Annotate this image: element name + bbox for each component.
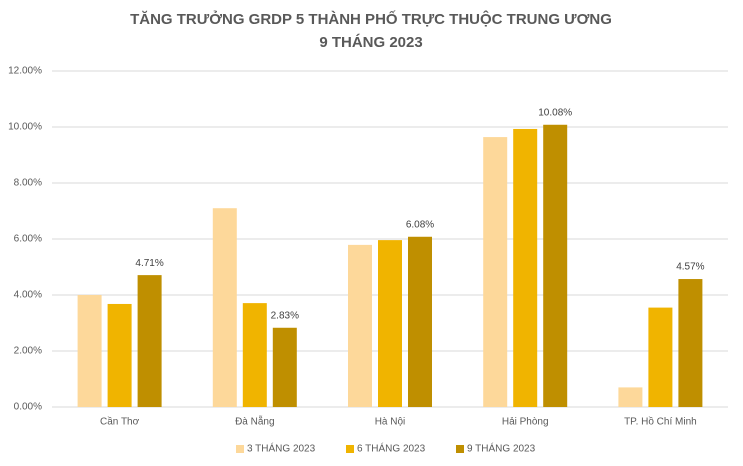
bar (107, 303, 132, 407)
data-label: 4.71% (135, 258, 163, 269)
bar (378, 240, 402, 407)
legend-label: 6 THÁNG 2023 (357, 442, 426, 455)
bar (543, 124, 568, 407)
data-label: 2.83% (271, 310, 299, 321)
chart-title: 9 THÁNG 2023 (319, 34, 422, 51)
y-tick-label: 0.00% (14, 402, 42, 413)
chart-title: TĂNG TRƯỞNG GRDP 5 THÀNH PHỐ TRỰC THUỘC … (130, 10, 612, 28)
legend-label: 9 THÁNG 2023 (467, 442, 536, 455)
data-label: 6.08% (406, 219, 434, 230)
bar (348, 244, 372, 407)
bar (618, 387, 643, 407)
bar (242, 303, 267, 407)
y-tick-label: 2.00% (14, 346, 42, 357)
y-tick-label: 6.00% (14, 234, 42, 245)
y-tick-label: 8.00% (14, 178, 42, 189)
data-label: 10.08% (538, 107, 572, 118)
bar (513, 128, 538, 407)
legend-label: 3 THÁNG 2023 (247, 442, 316, 455)
legend-swatch (236, 445, 244, 453)
y-tick-label: 12.00% (8, 66, 42, 77)
bar (272, 327, 297, 407)
y-tick-label: 10.00% (8, 122, 42, 133)
bar (77, 295, 102, 407)
bar (137, 275, 162, 407)
x-tick-label: Đà Nẵng (235, 415, 274, 428)
data-label: 4.57% (676, 262, 704, 273)
x-tick-label: Hà Nội (375, 417, 406, 428)
bar (648, 307, 673, 407)
bar (212, 208, 237, 407)
bar (408, 236, 432, 407)
x-tick-label: TP. Hồ Chí Minh (624, 416, 697, 428)
x-tick-label: Cần Thơ (100, 416, 140, 428)
x-tick-label: Hải Phòng (502, 417, 549, 428)
y-tick-label: 4.00% (14, 290, 42, 301)
bar (678, 279, 703, 407)
legend-swatch (346, 445, 354, 453)
legend-swatch (456, 445, 464, 453)
bar (483, 137, 508, 407)
